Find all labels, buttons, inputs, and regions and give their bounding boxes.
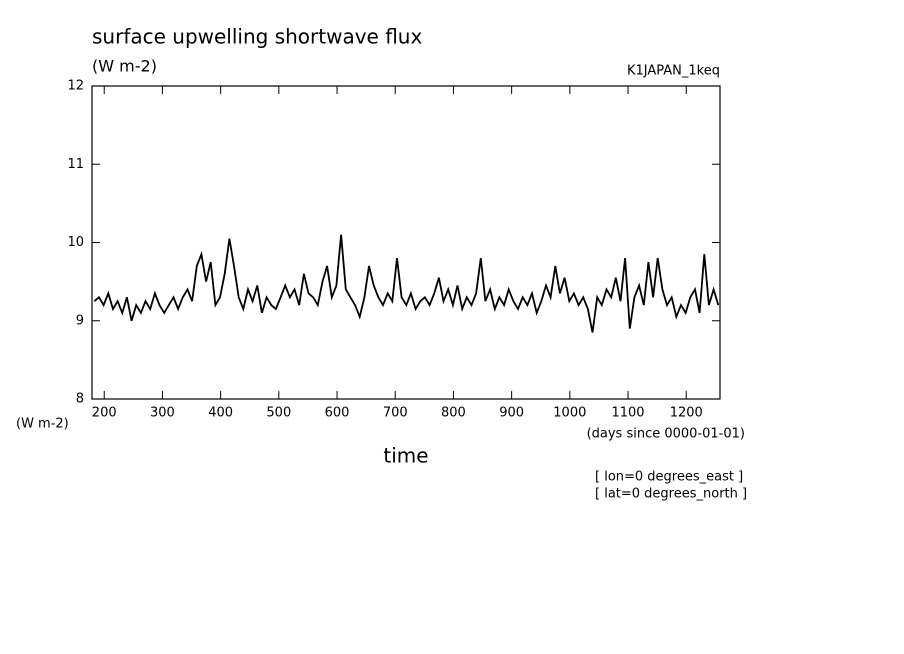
x-tick-label: 500 xyxy=(266,406,291,421)
y-tick-label: 9 xyxy=(76,313,84,328)
chart-title: surface upwelling shortwave flux xyxy=(92,25,422,49)
x-tick-label: 1100 xyxy=(611,406,644,421)
x-units: (days since 0000-01-01) xyxy=(587,427,745,442)
units: (W m-2) xyxy=(92,57,157,76)
annotation: [ lat=0 degrees_north ] xyxy=(595,487,747,502)
x-tick-label: 600 xyxy=(325,406,350,421)
y-axis-label: (W m-2) xyxy=(16,417,69,432)
x-tick-label: 200 xyxy=(92,406,117,421)
x-tick-label: 900 xyxy=(499,406,524,421)
y-tick-label: 10 xyxy=(67,235,84,250)
plot-frame xyxy=(91,85,721,400)
x-tick-label: 1200 xyxy=(670,406,703,421)
x-tick-label: 400 xyxy=(208,406,233,421)
x-tick-label: 1000 xyxy=(553,406,586,421)
x-axis-label: time xyxy=(383,444,428,468)
x-tick-label: 800 xyxy=(441,406,466,421)
x-tick-label: 300 xyxy=(150,406,175,421)
y-tick-label: 11 xyxy=(67,157,84,172)
x-tick-label: 700 xyxy=(383,406,408,421)
y-tick-label: 8 xyxy=(76,392,84,407)
y-tick-label: 12 xyxy=(67,79,84,94)
annotation: [ lon=0 degrees_east ] xyxy=(595,470,743,485)
dataset: K1JAPAN_1keq xyxy=(627,64,720,79)
data-line xyxy=(93,234,720,333)
